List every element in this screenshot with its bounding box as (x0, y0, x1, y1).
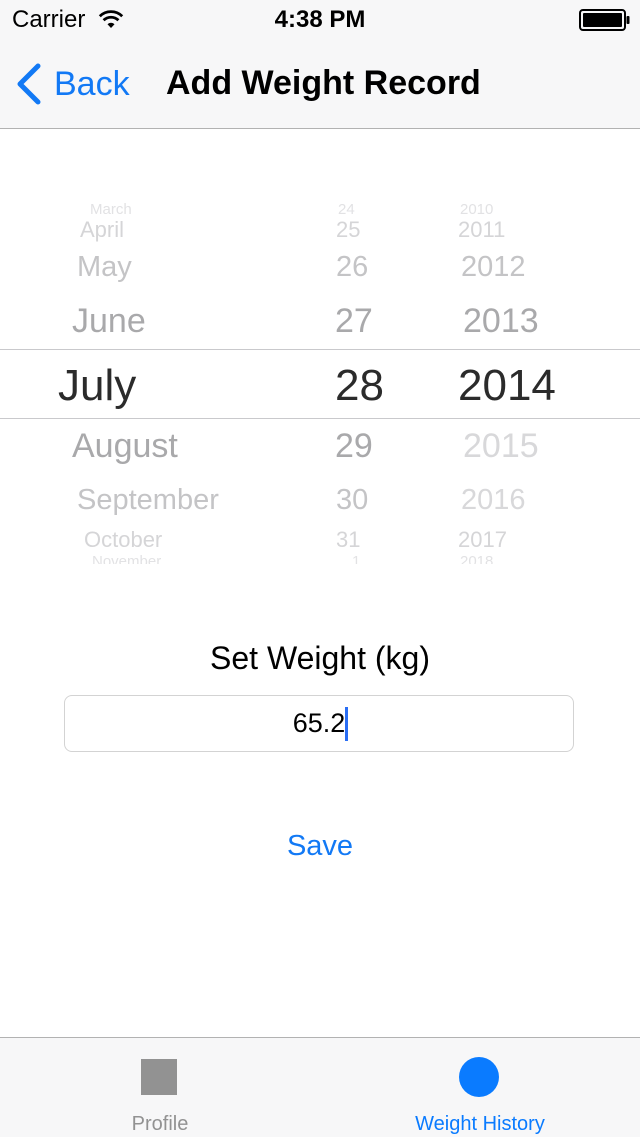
weight-label: Set Weight (kg) (210, 640, 430, 676)
tab-profile[interactable]: Profile (0, 1038, 320, 1137)
save-button[interactable]: Save (286, 830, 354, 862)
nav-bar: Back Add Weight Record (0, 40, 640, 128)
day-option[interactable]: 27 (335, 302, 373, 340)
back-label: Back (54, 64, 130, 103)
tab-label: Weight History (415, 1113, 545, 1135)
year-option[interactable]: 2015 (463, 427, 539, 465)
date-picker[interactable]: March April May June July August Septemb… (0, 200, 640, 564)
month-option[interactable]: September (77, 484, 219, 516)
day-option[interactable]: 26 (336, 251, 369, 283)
day-option[interactable]: 1 (352, 553, 361, 564)
tab-label: Profile (131, 1113, 189, 1135)
year-option[interactable]: 2013 (463, 302, 539, 340)
day-option[interactable]: 30 (336, 484, 369, 516)
status-bar: Carrier 4:38 PM (0, 0, 640, 40)
month-option[interactable]: November (92, 553, 162, 564)
day-option[interactable]: 29 (335, 427, 373, 465)
year-option[interactable]: 2011 (458, 217, 506, 242)
chevron-left-icon (17, 63, 41, 105)
wifi-icon (98, 10, 124, 28)
year-option[interactable]: 2018 (460, 553, 494, 564)
year-option[interactable]: 2010 (460, 201, 494, 218)
selection-divider-top (0, 349, 640, 350)
carrier-name: Carrier (12, 6, 86, 33)
tab-weight-history[interactable]: Weight History (320, 1038, 640, 1137)
year-option-selected[interactable]: 2014 (458, 361, 556, 410)
back-button[interactable]: Back (14, 60, 130, 108)
month-option[interactable]: August (72, 427, 178, 465)
month-option[interactable]: October (84, 527, 163, 552)
page-title: Add Weight Record (166, 64, 481, 102)
status-time: 4:38 PM (274, 6, 366, 33)
circle-icon (459, 1057, 499, 1097)
day-option[interactable]: 24 (338, 201, 355, 218)
month-option[interactable]: April (80, 217, 125, 242)
weight-input[interactable] (64, 695, 574, 752)
year-option[interactable]: 2012 (461, 251, 526, 283)
square-icon (141, 1059, 177, 1095)
day-option[interactable]: 25 (336, 217, 361, 242)
year-option[interactable]: 2016 (461, 484, 526, 516)
navigation-header: Carrier 4:38 PM Back Add Weight Record (0, 0, 640, 129)
text-cursor (345, 707, 348, 741)
selection-divider-bottom (0, 418, 640, 419)
month-option[interactable]: March (90, 201, 132, 218)
month-option[interactable]: June (72, 302, 146, 340)
day-option[interactable]: 31 (336, 527, 361, 552)
tab-bar: Profile Weight History (0, 1037, 640, 1137)
day-option-selected[interactable]: 28 (335, 361, 384, 410)
battery-icon (579, 9, 630, 31)
month-option-selected[interactable]: July (58, 361, 137, 410)
month-option[interactable]: May (77, 251, 132, 283)
year-option[interactable]: 2017 (458, 527, 507, 552)
